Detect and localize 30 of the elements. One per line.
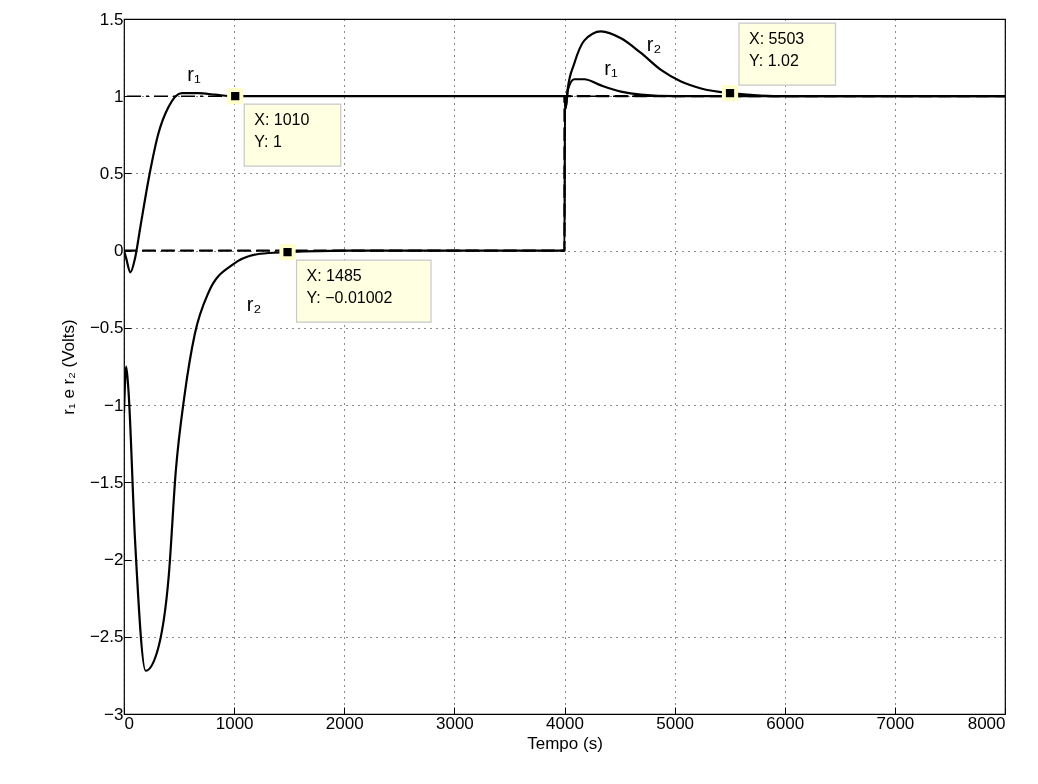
point bbox=[721, 85, 739, 102]
y-tick-label: −1 bbox=[104, 395, 124, 415]
y-tick-label: −1.5 bbox=[89, 472, 124, 492]
y-tick-label: 0 bbox=[114, 241, 124, 261]
y-tick-label: 0.5 bbox=[99, 163, 124, 183]
point bbox=[227, 88, 244, 105]
annotation: r₁ bbox=[187, 63, 201, 85]
y-tick-label: −2.5 bbox=[89, 627, 124, 647]
annotation: X: 1485 Y: −0.01002 bbox=[306, 267, 393, 307]
x-tick-label: 8000 bbox=[967, 713, 1006, 733]
annotation: r₂ bbox=[246, 293, 262, 315]
y-tick-label: 1 bbox=[114, 86, 124, 106]
y-tick-label: −0.5 bbox=[89, 318, 124, 338]
y-axis-title: r₁ e r₂ (Volts) bbox=[58, 319, 78, 415]
x-tick-label: 1000 bbox=[215, 713, 254, 733]
x-axis-title: Tempo (s) bbox=[527, 733, 603, 753]
annotation: r₁ bbox=[604, 57, 618, 79]
annotation: X: 1010 Y: 1 bbox=[254, 111, 310, 151]
x-tick-label: 7000 bbox=[876, 713, 915, 733]
y-tick-label: −2 bbox=[104, 550, 124, 570]
x-tick-label: 6000 bbox=[766, 713, 805, 733]
y-tick-label: −3 bbox=[104, 704, 124, 724]
annotation: r₂ bbox=[646, 33, 662, 55]
annotation: X: 5503 Y: 1.02 bbox=[749, 30, 805, 70]
point bbox=[279, 244, 296, 261]
x-tick-label: 2000 bbox=[325, 713, 364, 733]
x-tick-label: 5000 bbox=[656, 713, 695, 733]
y-tick-label: 1.5 bbox=[99, 9, 124, 29]
x-tick-label: 3000 bbox=[435, 713, 474, 733]
x-tick-label: 4000 bbox=[546, 713, 584, 733]
